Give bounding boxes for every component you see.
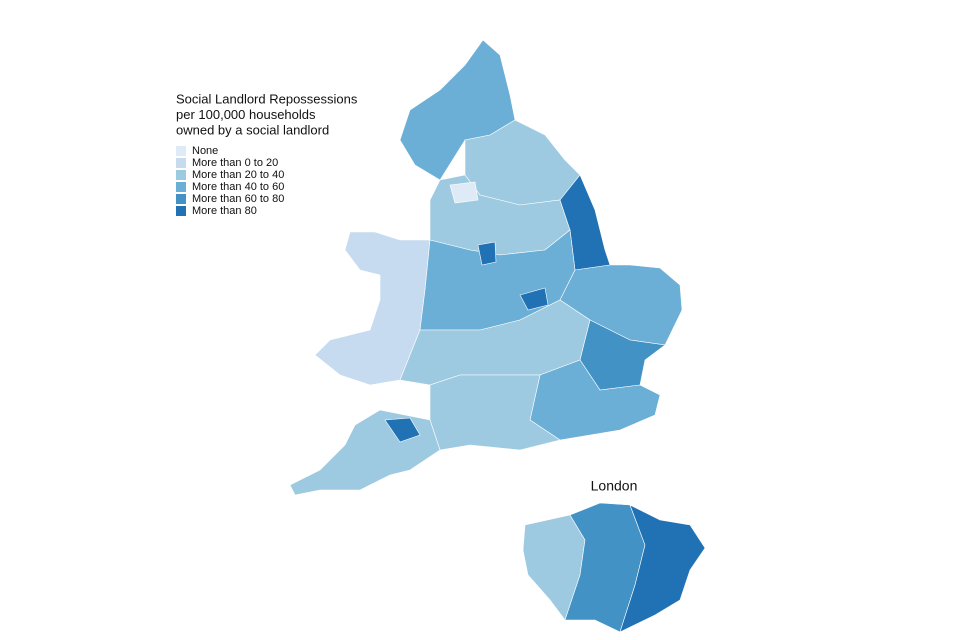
legend-label: None xyxy=(192,145,218,157)
legend-swatch xyxy=(176,206,186,216)
legend-swatch xyxy=(176,194,186,204)
region xyxy=(429,374,561,451)
inset-title: London xyxy=(591,478,638,494)
region xyxy=(477,241,497,266)
region xyxy=(384,417,421,443)
region xyxy=(314,231,431,386)
region xyxy=(449,181,479,204)
legend-label: More than 80 xyxy=(192,205,257,217)
england-wales xyxy=(289,39,683,496)
legend-swatch xyxy=(176,170,186,180)
legend-label: More than 0 to 20 xyxy=(192,157,278,169)
legend-label: More than 60 to 80 xyxy=(192,193,284,205)
legend-label: More than 20 to 40 xyxy=(192,169,284,181)
legend-title: owned by a social landlord xyxy=(176,122,329,137)
legend-swatch xyxy=(176,182,186,192)
region xyxy=(619,504,706,633)
london-map xyxy=(522,502,706,633)
region xyxy=(289,409,441,496)
legend-swatch xyxy=(176,146,186,156)
legend-swatch xyxy=(176,158,186,168)
legend-label: More than 40 to 60 xyxy=(192,181,284,193)
legend-title: Social Landlord Repossessions xyxy=(176,91,358,106)
region xyxy=(519,287,549,311)
legend-title: per 100,000 households xyxy=(176,107,316,122)
